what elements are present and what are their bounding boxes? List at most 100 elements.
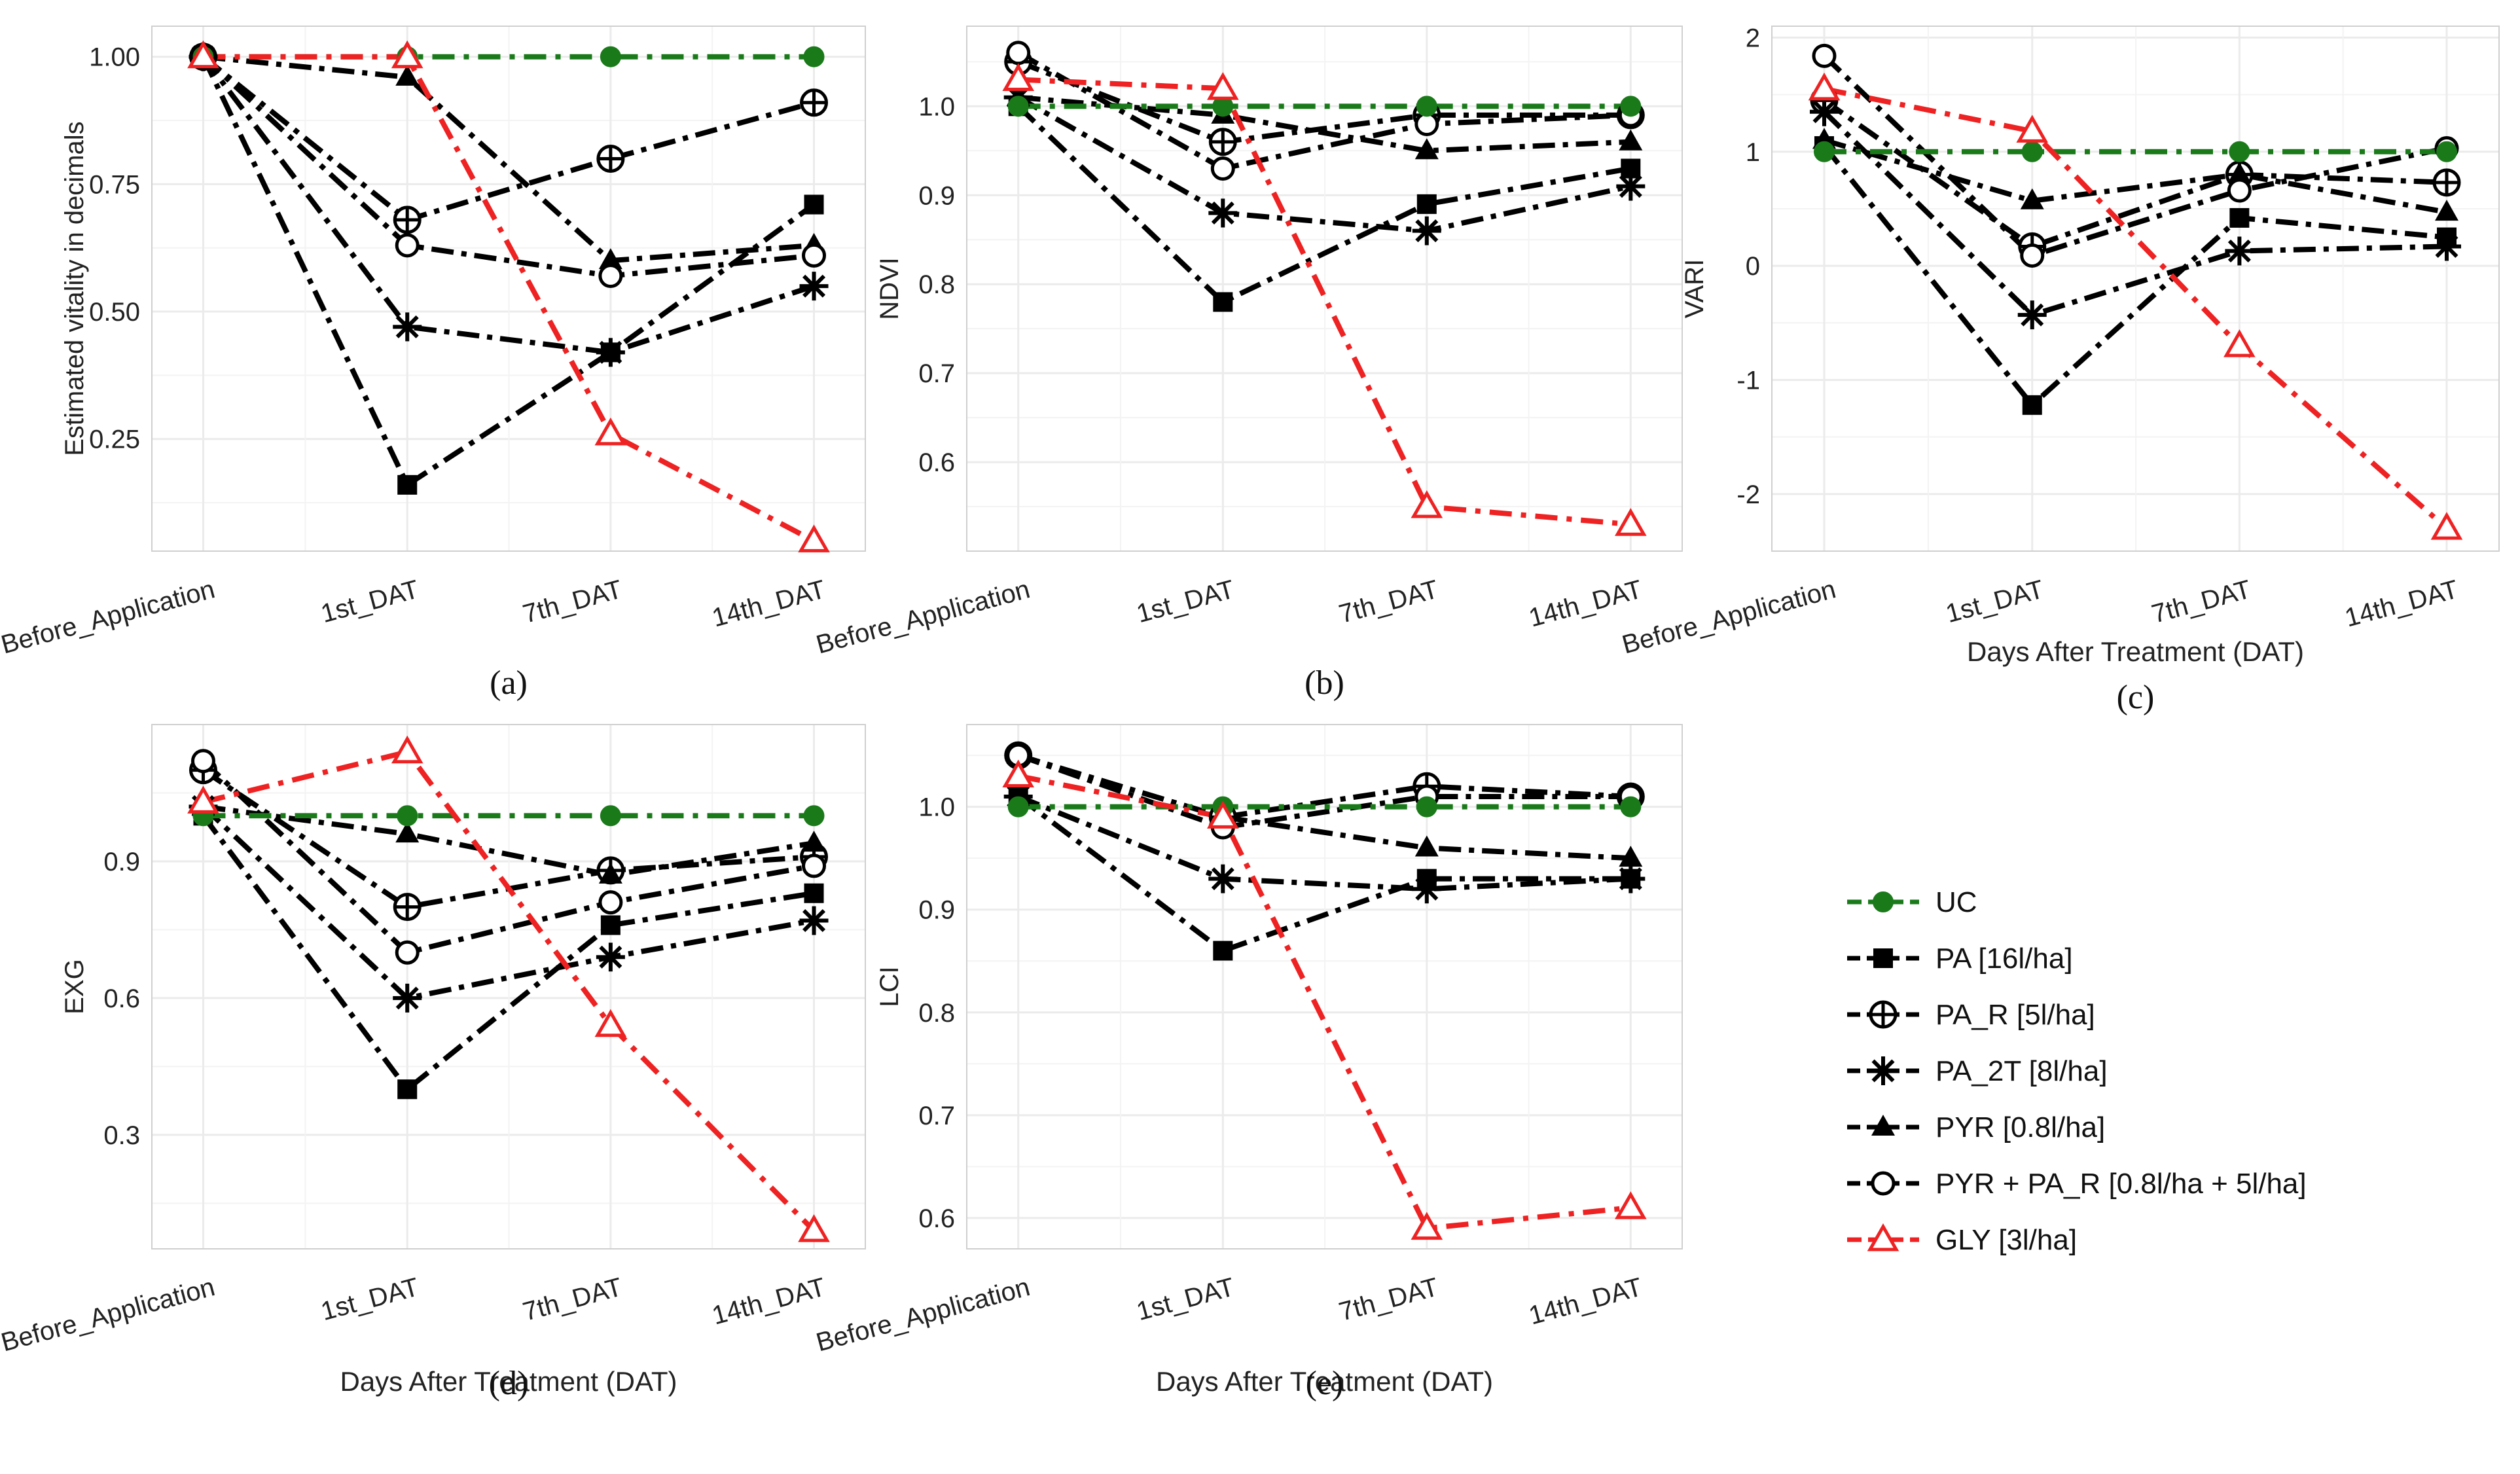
y-tick-label: 0.75 <box>89 170 140 199</box>
y-axis-label: VARI <box>1680 259 1709 318</box>
plot-frame <box>151 724 866 1249</box>
legend-label: PYR + PA_R [0.8l/ha + 5l/ha] <box>1935 1168 2307 1200</box>
x-tick-label: Before_Application <box>0 575 218 659</box>
data-point-pa <box>397 475 418 495</box>
data-point-pa <box>804 883 824 903</box>
legend-item-pyr-pa-r: PYR + PA_R [0.8l/ha + 5l/ha] <box>1847 1168 2307 1200</box>
y-tick-label: 1.0 <box>918 92 955 121</box>
data-point-uc <box>2229 141 2250 162</box>
data-point-pa-r <box>393 893 422 922</box>
legend-marker <box>1871 1171 1896 1196</box>
data-point-gly <box>391 735 423 764</box>
x-tick-label: 14th_DAT <box>709 575 828 632</box>
y-axis-label: LCI <box>875 966 904 1007</box>
series-line-pa-r <box>1822 98 2447 249</box>
data-point-pa-2t <box>596 338 625 367</box>
data-point-pa-r <box>2432 168 2461 197</box>
chart-panel-c: -2 -1 0 1 2 Before_Application 1st_DAT 7th_DAT 1… <box>1619 24 2500 716</box>
data-point-uc <box>1813 141 1835 162</box>
data-point-pa <box>1416 194 1437 214</box>
data-point-pyr-pa-r <box>2227 178 2252 203</box>
legend-label: PYR [0.8l/ha] <box>1935 1111 2105 1143</box>
series-line-pyr-pa-r <box>1017 753 1631 831</box>
x-tick-label: 1st_DAT <box>1134 575 1238 628</box>
data-point-pa-2t <box>1208 864 1238 893</box>
x-tick-label: 1st_DAT <box>1134 1272 1238 1326</box>
data-point-pa-2t <box>2432 232 2462 261</box>
y-tick-label: 0.6 <box>103 984 140 1013</box>
series-line-pa <box>200 55 816 488</box>
y-tick-label: 0.9 <box>918 181 955 210</box>
legend-item-pa-r: PA_R [5l/ha] <box>1847 999 2095 1031</box>
data-point-gly <box>798 524 830 552</box>
series-line-pa-r <box>201 54 815 223</box>
series-line-gly <box>1017 773 1631 1231</box>
y-tick-label: 0.3 <box>103 1121 140 1150</box>
plot-frame <box>151 26 866 552</box>
legend-label: PA_2T [8l/ha] <box>1935 1055 2108 1087</box>
legend-item-gly: GLY [3l/ha] <box>1847 1223 2077 1256</box>
data-point-gly <box>2016 115 2049 143</box>
x-axis-label: Days After Treatment (DAT) <box>1156 1366 1493 1397</box>
data-point-pyr-pa-r <box>802 243 827 268</box>
data-point-pa-2t <box>393 312 422 342</box>
y-tick-label: 0.6 <box>918 1204 955 1233</box>
y-tick-label: 0.9 <box>103 848 140 876</box>
x-tick-label: 14th_DAT <box>2342 575 2461 632</box>
x-tick-label: Before_Application <box>813 1272 1033 1357</box>
data-point-pa-2t <box>799 906 829 935</box>
data-point-uc <box>1007 96 1029 117</box>
series-line-pyr <box>1823 137 2447 215</box>
series-line-pyr <box>202 804 815 878</box>
x-tick-label: 14th_DAT <box>1526 575 1645 632</box>
x-tick-label: 14th_DAT <box>709 1272 828 1330</box>
plot-frame <box>966 724 1683 1249</box>
data-point-pa <box>600 915 621 935</box>
legend-item-pa-2t: PA_2T [8l/ha] <box>1847 1055 2108 1087</box>
series-line-pa <box>1017 794 1631 954</box>
data-point-pa-2t <box>1616 171 1646 201</box>
y-tick-label: 0.7 <box>918 1102 955 1130</box>
data-point-gly <box>187 40 219 69</box>
legend-label: UC <box>1935 886 1977 918</box>
series-line-pyr-pa-r <box>201 759 815 956</box>
data-point-gly <box>1411 1212 1443 1240</box>
panel-caption: (b) <box>1305 664 1344 702</box>
legend-marker <box>1871 1115 1895 1136</box>
data-point-pyr-pa-r <box>190 749 215 774</box>
legend-label: GLY [3l/ha] <box>1935 1224 2077 1256</box>
x-tick-label: Before_Application <box>1619 575 1839 659</box>
chart-panel-e: 0.6 0.7 0.8 0.9 1.0 Before_Application 1st_DAT… <box>813 724 1683 1402</box>
data-point-gly <box>2430 512 2463 540</box>
data-point-pyr <box>2020 188 2044 209</box>
series-line-pa-2t <box>1822 109 2447 318</box>
y-axis-label: NDVI <box>875 257 904 320</box>
data-point-uc <box>600 46 621 67</box>
data-point-pyr <box>1414 138 1439 160</box>
data-point-pa-2t <box>1616 864 1646 893</box>
data-point-pyr-pa-r <box>1812 43 1837 68</box>
legend-item-pa: PA [16l/ha] <box>1847 943 2073 975</box>
data-point-uc <box>2021 141 2043 162</box>
x-axis-label: Days After Treatment (DAT) <box>340 1366 677 1397</box>
data-point-uc <box>397 805 418 827</box>
data-point-pyr <box>1414 835 1439 857</box>
data-point-pa-2t <box>2225 236 2254 266</box>
data-point-pyr-pa-r <box>598 890 623 915</box>
chart-panel-d: 0.3 0.6 0.9 Before_Application 1st_DAT 7th_DA… <box>0 724 866 1402</box>
x-tick-label: 7th_DAT <box>1336 575 1441 629</box>
y-tick-label: 0.8 <box>918 999 955 1028</box>
data-point-uc <box>803 805 825 827</box>
data-point-gly <box>1808 72 1841 101</box>
panel-caption: (d) <box>489 1365 529 1402</box>
data-point-uc <box>1416 96 1437 117</box>
x-axis-label: Days After Treatment (DAT) <box>1967 636 2304 667</box>
data-point-pa <box>1213 292 1233 312</box>
x-tick-label: 1st_DAT <box>1943 575 2047 628</box>
data-point-pa-2t <box>2017 300 2047 330</box>
y-tick-label: 0.50 <box>89 298 140 327</box>
series-line-pyr <box>203 54 814 264</box>
y-axis-label: Estimated vitality in decimals <box>60 121 89 456</box>
legend-label: PA_R [5l/ha] <box>1935 999 2095 1031</box>
data-point-pa <box>1213 941 1233 961</box>
